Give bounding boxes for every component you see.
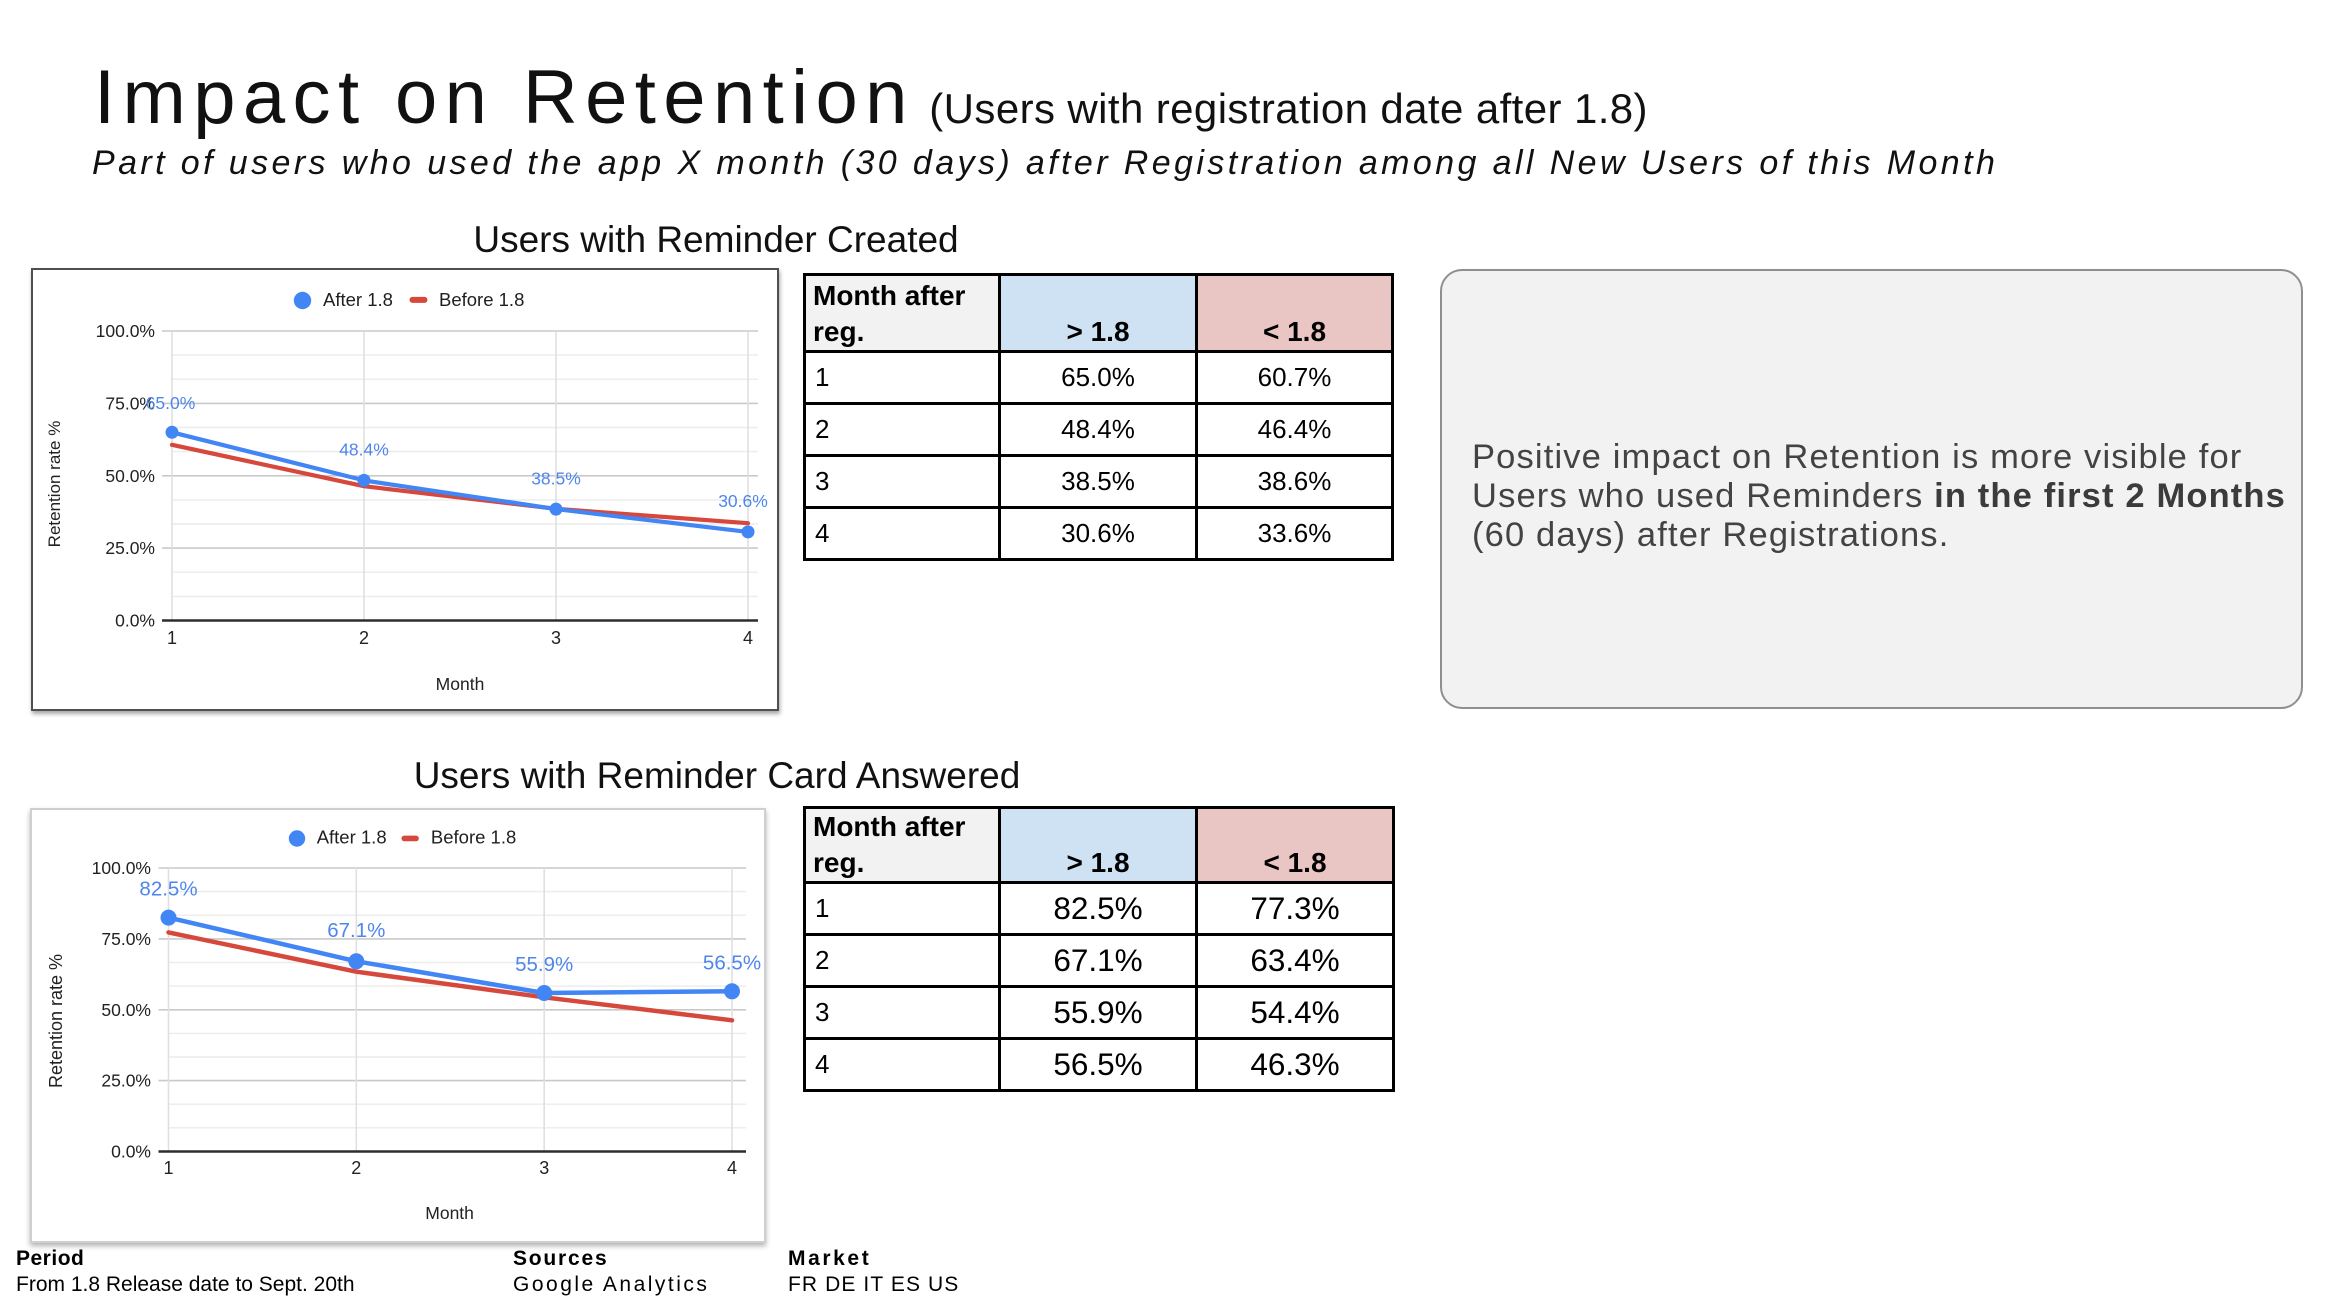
svg-text:48.4%: 48.4% (339, 440, 389, 460)
svg-text:Retention rate %: Retention rate % (45, 421, 64, 548)
svg-text:Before 1.8: Before 1.8 (431, 827, 516, 848)
svg-text:After 1.8: After 1.8 (323, 289, 393, 310)
svg-text:75.0%: 75.0% (101, 929, 151, 949)
svg-text:50.0%: 50.0% (105, 466, 155, 486)
svg-text:1: 1 (167, 628, 177, 648)
svg-text:Retention rate %: Retention rate % (46, 954, 66, 1088)
svg-text:0.0%: 0.0% (115, 611, 155, 631)
svg-text:3: 3 (539, 1158, 549, 1178)
svg-text:25.0%: 25.0% (105, 538, 155, 558)
svg-text:38.5%: 38.5% (531, 468, 581, 488)
svg-text:1: 1 (163, 1158, 173, 1178)
svg-text:After 1.8: After 1.8 (317, 827, 387, 848)
svg-text:4: 4 (727, 1158, 737, 1178)
svg-text:30.6%: 30.6% (718, 491, 768, 511)
svg-text:100.0%: 100.0% (92, 858, 151, 878)
svg-text:67.1%: 67.1% (327, 919, 385, 942)
svg-text:Before 1.8: Before 1.8 (439, 289, 524, 310)
svg-text:65.0%: 65.0% (146, 393, 196, 413)
svg-text:4: 4 (743, 628, 753, 648)
svg-text:0.0%: 0.0% (111, 1142, 151, 1162)
svg-text:Month: Month (436, 674, 485, 694)
svg-text:100.0%: 100.0% (96, 321, 155, 341)
svg-text:50.0%: 50.0% (101, 1000, 151, 1020)
svg-text:25.0%: 25.0% (101, 1071, 151, 1091)
svg-text:56.5%: 56.5% (703, 951, 761, 974)
svg-text:75.0%: 75.0% (105, 393, 155, 413)
svg-text:55.9%: 55.9% (515, 953, 573, 976)
svg-text:2: 2 (351, 1158, 361, 1178)
svg-text:Month: Month (425, 1203, 474, 1223)
svg-text:82.5%: 82.5% (139, 878, 197, 901)
svg-text:2: 2 (359, 628, 369, 648)
svg-text:3: 3 (551, 628, 561, 648)
